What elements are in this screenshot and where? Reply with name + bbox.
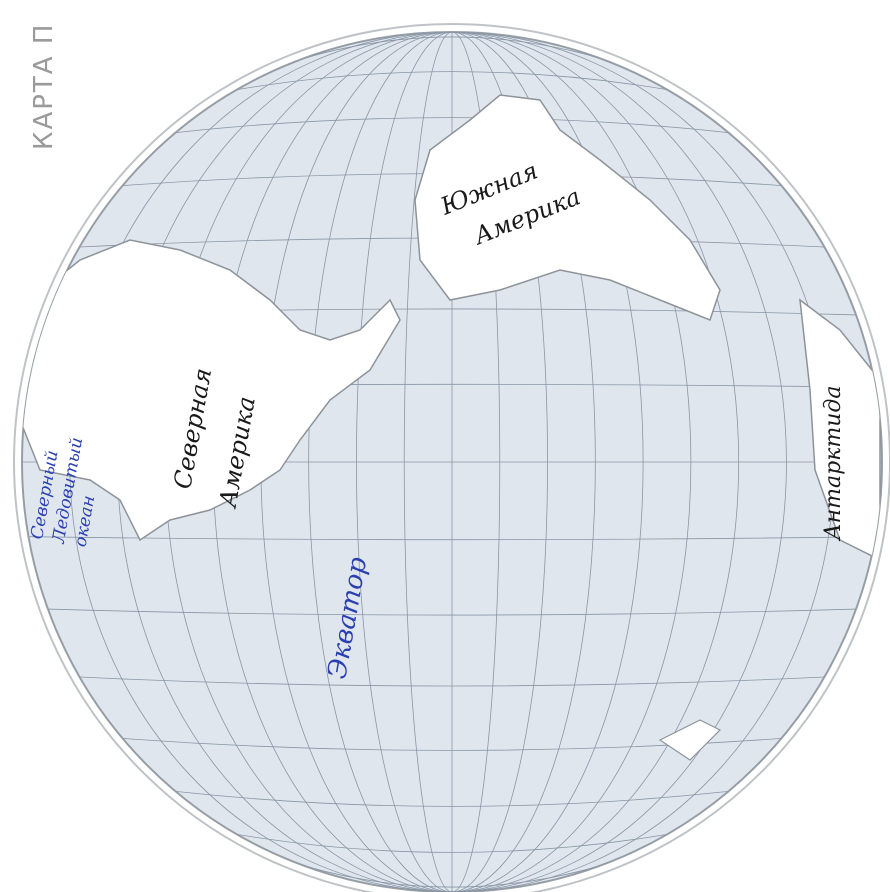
grid-line — [79, 676, 825, 687]
grid-line — [175, 791, 729, 807]
grid-line — [236, 833, 668, 853]
land — [22, 94, 881, 761]
grid-line — [236, 71, 668, 91]
label: Антарктида — [821, 386, 846, 542]
north-america — [22, 239, 401, 542]
antarctica — [799, 298, 881, 562]
outer-ring — [13, 23, 890, 892]
grid-line — [304, 36, 600, 59]
label: Северный Ледовитый океан — [27, 427, 110, 550]
map-title: КАРТА П — [29, 23, 59, 150]
south-america — [414, 94, 721, 321]
label-line: Антарктида — [821, 386, 846, 542]
island — [658, 719, 722, 761]
grid-line — [28, 536, 876, 541]
grid-line — [47, 608, 857, 616]
grid-line — [175, 117, 729, 133]
grid-line — [304, 865, 600, 888]
